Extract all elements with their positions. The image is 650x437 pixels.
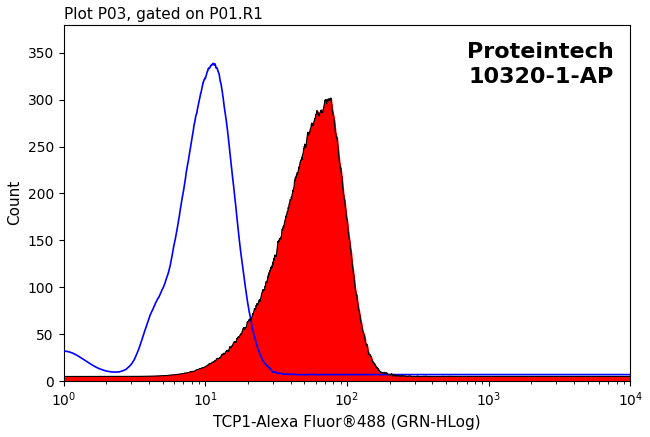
Text: Proteintech
10320-1-AP: Proteintech 10320-1-AP (467, 42, 614, 87)
Text: Plot P03, gated on P01.R1: Plot P03, gated on P01.R1 (64, 7, 263, 22)
X-axis label: TCP1-Alexa Fluor®488 (GRN-HLog): TCP1-Alexa Fluor®488 (GRN-HLog) (213, 415, 481, 430)
Y-axis label: Count: Count (7, 180, 22, 225)
